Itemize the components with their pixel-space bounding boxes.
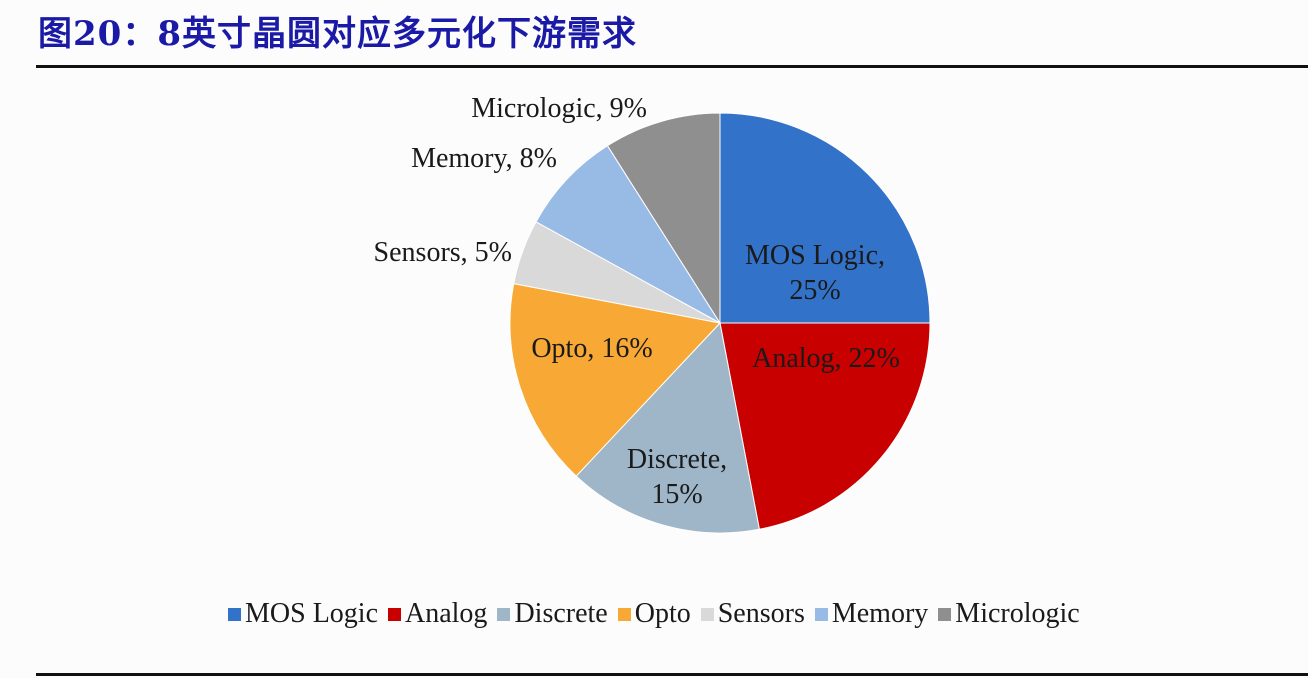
label-discrete-line1: Discrete, [627,444,727,475]
legend-swatch [700,607,714,621]
legend-swatch [938,607,952,621]
legend-item-sensors: Sensors [700,598,805,630]
label-analog: Analog, 22% [752,343,900,374]
legend-swatch [228,607,241,621]
pie-slice-discrete [575,321,760,534]
legend-swatch [617,607,631,621]
label-mos-logic-line1: MOS Logic, [745,240,885,271]
top-divider [36,65,1308,68]
pie-slice-opto [509,283,721,477]
label-opto: Opto, 16% [531,333,652,364]
pie-slice-memory [535,145,721,324]
legend-swatch [814,607,828,621]
label-micrologic: Micrologic, 9% [471,93,647,124]
legend-item-micrologic: Micrologic [938,598,1080,630]
pie-slice-mos-logic [719,112,931,324]
legend-item-discrete: Discrete [497,598,608,630]
legend-item-memory: Memory [814,598,928,630]
legend-item-mos-logic: MOS Logic [228,598,378,630]
label-memory: Memory, 8% [411,143,557,174]
legend-item-opto: Opto [617,598,691,630]
legend: MOS Logic Analog Discrete Opto Sensors M… [228,598,1090,630]
legend-swatch [388,607,401,621]
label-discrete-line2: 15% [651,479,702,510]
chart-title: 图20：8英寸晶圆对应多元化下游需求 [38,14,637,54]
label-sensors: Sensors, 5% [374,237,512,268]
legend-swatch [497,607,511,621]
bottom-divider [36,673,1308,676]
pie-slice-analog [719,322,931,530]
pie-slice-micrologic [606,112,721,325]
label-mos-logic-line2: 25% [789,275,840,306]
pie-slices [509,112,931,534]
legend-item-analog: Analog [388,598,487,630]
